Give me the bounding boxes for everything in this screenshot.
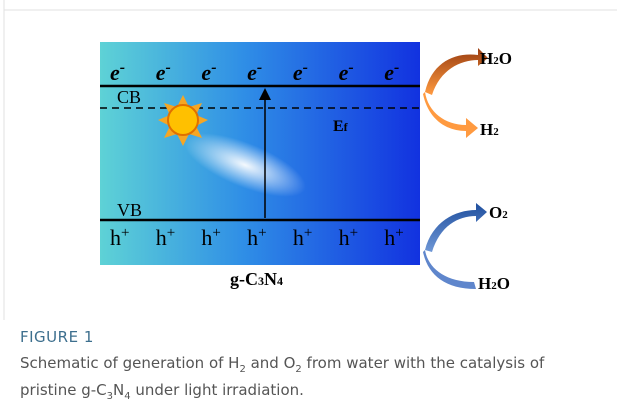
charge: - [303, 59, 308, 76]
charge: + [258, 225, 266, 241]
symbol: e [201, 60, 211, 85]
caption-label: FIGURE 1 [20, 328, 94, 346]
symbol: h [201, 225, 212, 250]
fermi-label: Ef [333, 118, 349, 135]
reduction-arrow-out [423, 92, 478, 138]
charge: + [212, 225, 220, 241]
reduction-product: H2 [480, 120, 499, 139]
oxidation-arrow-out [425, 203, 487, 252]
symbol: e [339, 60, 349, 85]
charge: + [350, 225, 358, 241]
charge: - [348, 59, 353, 76]
material-label: g-C3N4 [230, 269, 283, 289]
charge: - [211, 59, 216, 76]
oxidation-product: O2 [489, 203, 508, 222]
symbol: h [293, 225, 304, 250]
page: CB VB Ef g-C3N4 H2O H2 O2 H2O e-e-e-e-e-… [0, 0, 617, 405]
charge: - [120, 59, 125, 76]
symbol: h [384, 225, 395, 250]
symbol: h [247, 225, 258, 250]
reduction-reactant: H2O [480, 49, 512, 68]
symbol: h [110, 225, 121, 250]
charge: + [167, 225, 175, 241]
oxidation-arrow-in [423, 250, 476, 289]
charge: - [257, 59, 262, 76]
symbol: e [384, 60, 394, 85]
charge: + [304, 225, 312, 241]
charge: - [165, 59, 170, 76]
reduction-arrow-in [425, 48, 488, 95]
symbol: e [110, 60, 120, 85]
symbol: e [293, 60, 303, 85]
oxidation-reactant: H2O [478, 274, 510, 293]
symbol: h [156, 225, 167, 250]
symbol: e [247, 60, 257, 85]
vb-label: VB [117, 200, 142, 220]
cb-label: CB [117, 87, 141, 107]
symbol: e [156, 60, 166, 85]
charge: + [121, 225, 129, 241]
diagram: CB VB Ef g-C3N4 H2O H2 O2 H2O e-e-e-e-e-… [0, 0, 617, 320]
symbol: h [339, 225, 350, 250]
charge: - [394, 59, 399, 76]
charge: + [395, 225, 403, 241]
caption-text: Schematic of generation of H2 and O2 fro… [20, 353, 580, 405]
